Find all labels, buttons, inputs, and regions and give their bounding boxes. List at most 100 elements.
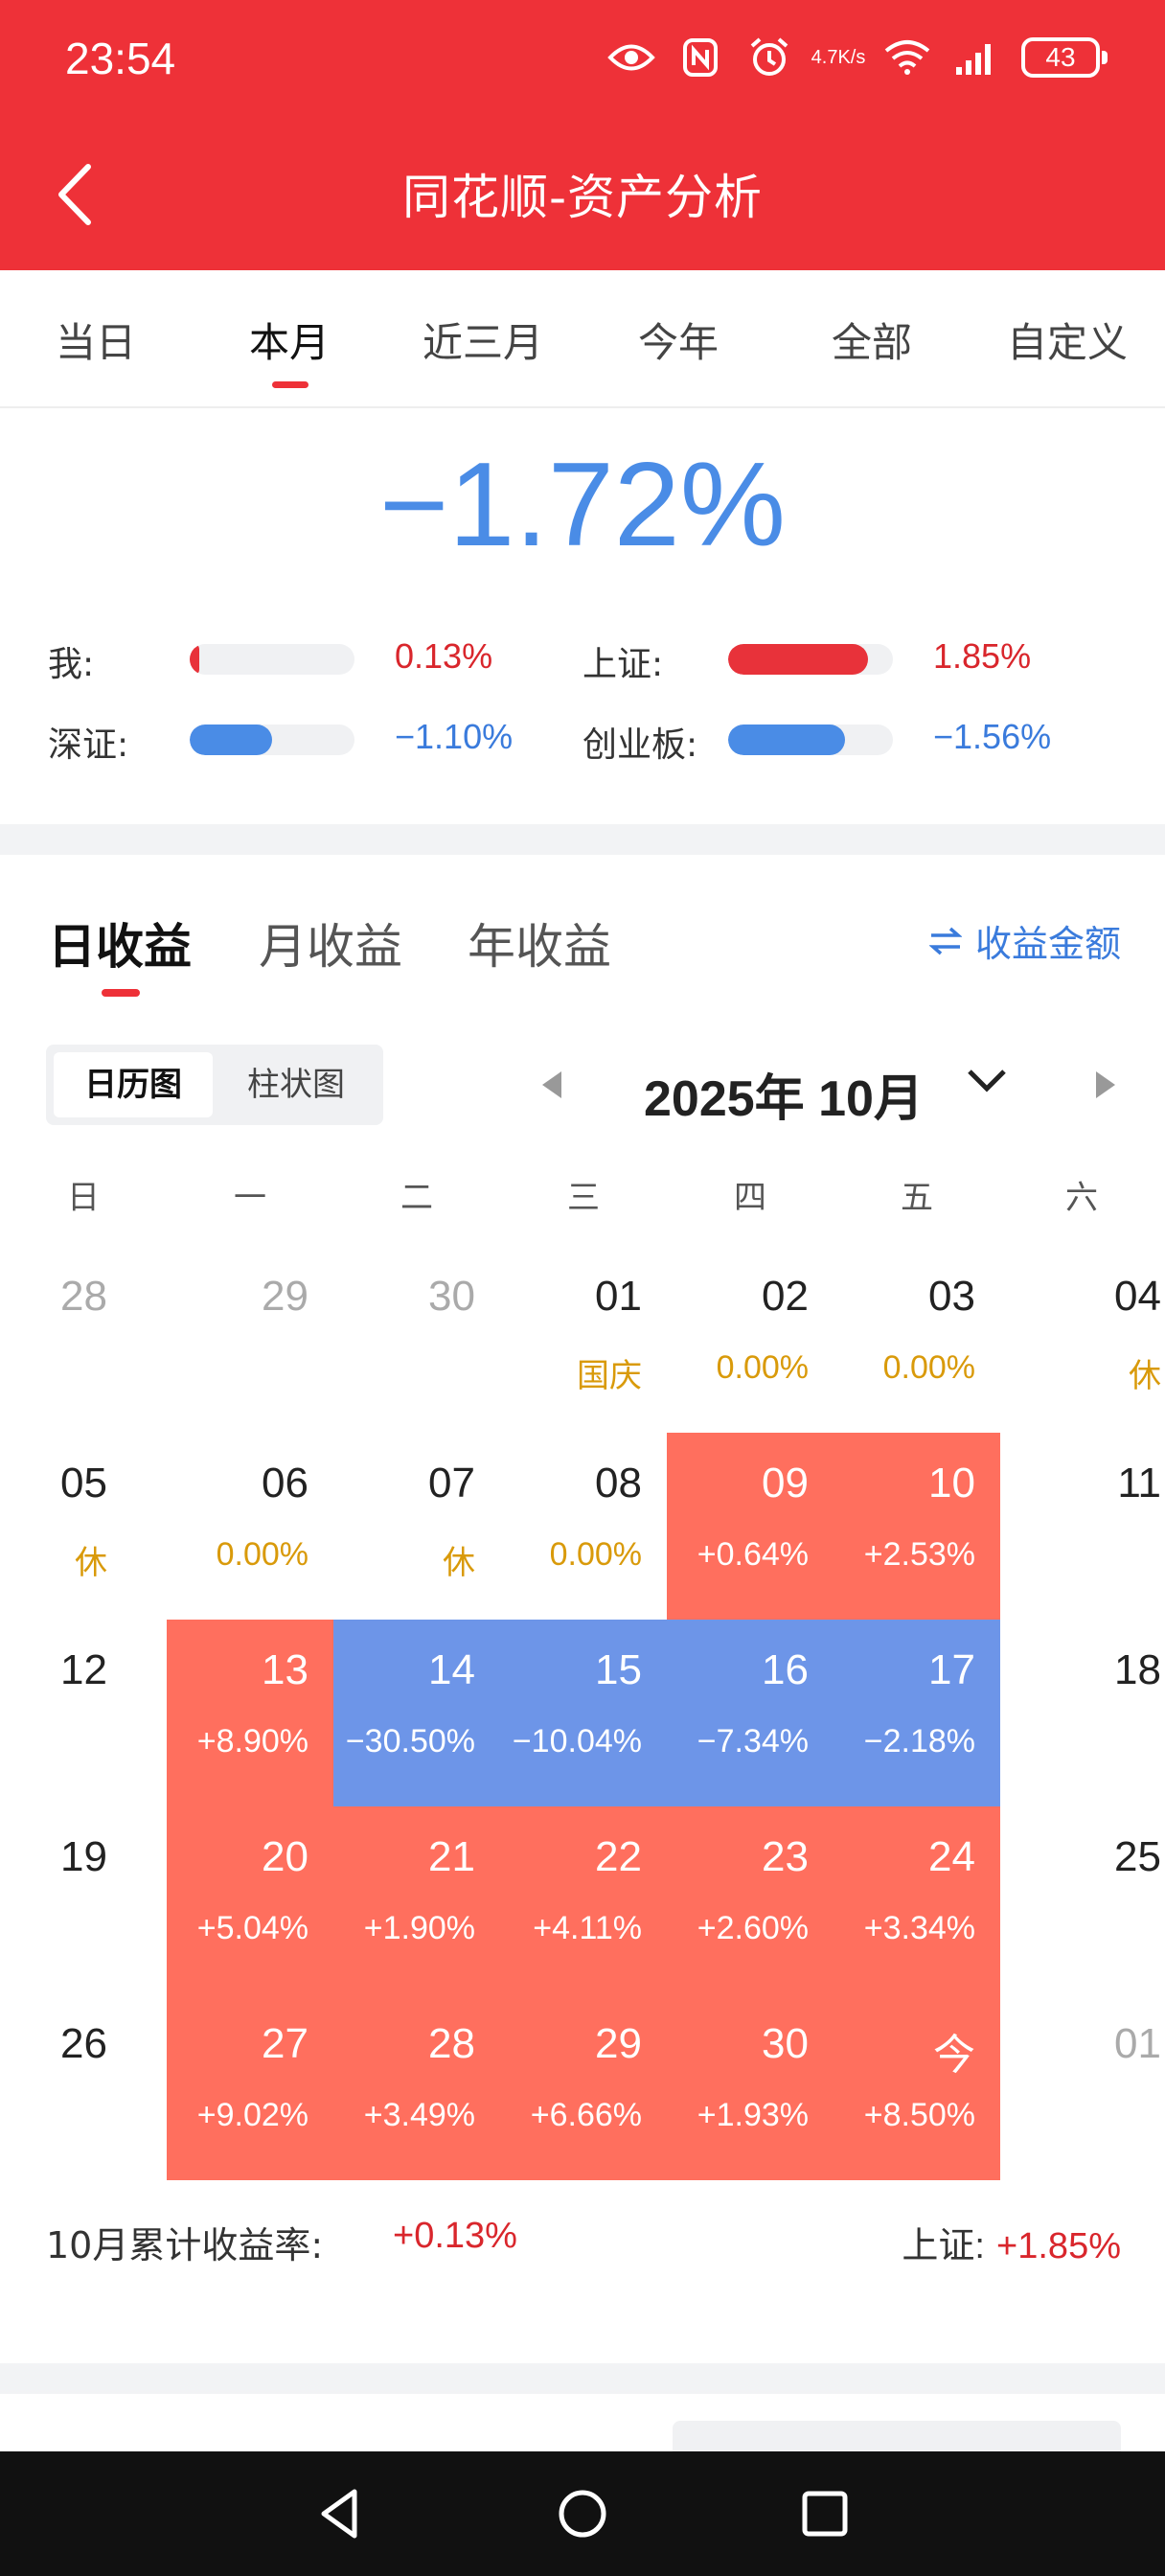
system-nav-bar bbox=[0, 2451, 1165, 2576]
compare-shanghai: 上证: 1.85% bbox=[582, 629, 1119, 684]
calendar-day[interactable]: 14 −30.50% bbox=[333, 1620, 500, 1806]
day-return: −2.18% bbox=[863, 1723, 975, 1760]
nav-home-icon[interactable] bbox=[549, 2480, 616, 2547]
day-number: 09 bbox=[762, 1460, 809, 1506]
calendar-day[interactable]: 04 休 bbox=[998, 1246, 1165, 1433]
day-return: +1.93% bbox=[697, 2097, 809, 2133]
calendar-day[interactable]: 11 bbox=[998, 1433, 1165, 1620]
calendar-day[interactable]: 18 bbox=[998, 1620, 1165, 1806]
tab-yearly-income[interactable]: 年收益 bbox=[468, 919, 611, 975]
cumulative-value: +0.13% bbox=[393, 2216, 517, 2256]
total-return: −1.72% bbox=[378, 439, 786, 571]
calendar-day[interactable]: 13 +8.90% bbox=[167, 1620, 333, 1806]
calendar-day[interactable]: 01 bbox=[998, 1993, 1165, 2180]
calendar-day[interactable]: 09 +0.64% bbox=[667, 1433, 834, 1620]
tab-label: 近三月 bbox=[422, 319, 543, 366]
calendar-day[interactable]: 03 0.00% bbox=[834, 1246, 1000, 1433]
day-return: +5.04% bbox=[196, 1910, 308, 1946]
day-return: 0.00% bbox=[549, 1536, 642, 1573]
day-number: 23 bbox=[762, 1833, 809, 1880]
tab-all[interactable]: 全部 bbox=[786, 310, 958, 369]
eye-icon bbox=[607, 34, 655, 81]
compare-label: 深证: bbox=[48, 725, 129, 765]
bar-view-button[interactable]: 柱状图 bbox=[247, 1066, 345, 1104]
calendar-view-button[interactable]: 日历图 bbox=[54, 1052, 213, 1117]
day-return: −10.04% bbox=[512, 1723, 642, 1760]
calendar-day[interactable]: 24 +3.34% bbox=[834, 1806, 1000, 1993]
day-return: +4.11% bbox=[533, 1910, 642, 1946]
weekday-header: 日 一 二 三 四 五 六 bbox=[0, 1171, 1165, 1219]
day-number: 25 bbox=[1114, 1833, 1161, 1880]
calendar-day[interactable]: 29 +6.66% bbox=[500, 1993, 667, 2180]
net-speed-unit: K/s bbox=[837, 47, 866, 68]
day-return: +8.50% bbox=[863, 2097, 975, 2133]
day-return: 休 bbox=[75, 1545, 107, 1581]
compare-chinext: 创业板: −1.56% bbox=[582, 709, 1119, 765]
tab-three-months[interactable]: 近三月 bbox=[397, 310, 569, 369]
swap-icon bbox=[928, 927, 962, 954]
calendar-day[interactable]: 30 +1.93% bbox=[667, 1993, 834, 2180]
day-return: 休 bbox=[443, 1545, 475, 1581]
next-month-icon[interactable] bbox=[1096, 1071, 1115, 1098]
calendar-day[interactable]: 21 +1.90% bbox=[333, 1806, 500, 1993]
calendar-day[interactable]: 06 0.00% bbox=[167, 1433, 333, 1620]
compare-bar-fill bbox=[190, 724, 272, 755]
calendar-day[interactable]: 23 +2.60% bbox=[667, 1806, 834, 1993]
page-title: 同花顺-资产分析 bbox=[401, 170, 764, 225]
chevron-down-icon[interactable] bbox=[966, 1064, 1008, 1098]
prev-month-icon[interactable] bbox=[542, 1071, 561, 1098]
index-value: +1.85% bbox=[996, 2226, 1121, 2266]
day-number: 08 bbox=[595, 1460, 642, 1506]
back-arrow-icon[interactable] bbox=[50, 161, 103, 228]
calendar-day[interactable]: 28 +3.49% bbox=[333, 1993, 500, 2180]
day-number: 14 bbox=[428, 1646, 475, 1693]
tab-this-month[interactable]: 本月 bbox=[203, 310, 376, 388]
compare-me: 我: 0.13% bbox=[48, 629, 546, 684]
calendar-day[interactable]: 26 bbox=[0, 1993, 167, 2180]
day-number: 26 bbox=[60, 2020, 107, 2067]
battery-icon: 43 bbox=[1021, 37, 1108, 78]
calendar-day[interactable]: 19 bbox=[0, 1806, 167, 1993]
calendar-day[interactable]: 02 0.00% bbox=[667, 1246, 834, 1433]
nav-recents-icon[interactable] bbox=[791, 2480, 858, 2547]
calendar-day[interactable]: 30 bbox=[333, 1246, 500, 1433]
day-number: 27 bbox=[262, 2020, 308, 2067]
calendar-day[interactable]: 08 0.00% bbox=[500, 1433, 667, 1620]
calendar-day[interactable]: 25 bbox=[998, 1806, 1165, 1993]
compare-label: 创业板: bbox=[582, 725, 698, 765]
calendar-day[interactable]: 15 −10.04% bbox=[500, 1620, 667, 1806]
tab-this-year[interactable]: 今年 bbox=[592, 310, 765, 369]
income-amount-link[interactable]: 收益金额 bbox=[928, 914, 1121, 967]
calendar-day[interactable]: 今 +8.50% bbox=[834, 1993, 1000, 2180]
weekday-label: 二 bbox=[400, 1179, 433, 1217]
tab-today[interactable]: 当日 bbox=[10, 310, 182, 369]
calendar-day[interactable]: 12 bbox=[0, 1620, 167, 1806]
tab-label: 今年 bbox=[637, 319, 719, 366]
income-tab-indicator bbox=[102, 989, 140, 997]
tab-daily-income[interactable]: 日收益 bbox=[48, 919, 192, 975]
calendar-day[interactable]: 01 国庆 bbox=[500, 1246, 667, 1433]
tab-monthly-income[interactable]: 月收益 bbox=[259, 919, 402, 975]
day-return: 0.00% bbox=[716, 1349, 809, 1386]
calendar-day[interactable]: 05 休 bbox=[0, 1433, 167, 1620]
month-label[interactable]: 2025年 10月 bbox=[644, 1071, 924, 1127]
day-number: 今 bbox=[933, 2032, 975, 2079]
calendar-day[interactable]: 07 休 bbox=[333, 1433, 500, 1620]
tab-custom[interactable]: 自定义 bbox=[981, 310, 1154, 369]
compare-value: −1.56% bbox=[933, 717, 1052, 756]
calendar-day[interactable]: 27 +9.02% bbox=[167, 1993, 333, 2180]
nav-back-icon[interactable] bbox=[307, 2480, 374, 2547]
calendar-day[interactable]: 28 bbox=[0, 1246, 167, 1433]
calendar-day[interactable]: 10 +2.53% bbox=[834, 1433, 1000, 1620]
calendar-day[interactable]: 20 +5.04% bbox=[167, 1806, 333, 1993]
compare-bar bbox=[190, 724, 354, 755]
status-time: 23:54 bbox=[65, 34, 176, 83]
calendar-day[interactable]: 29 bbox=[167, 1246, 333, 1433]
calendar-day[interactable]: 17 −2.18% bbox=[834, 1620, 1000, 1806]
top-header: 23:54 4.7 K/s bbox=[0, 0, 1165, 270]
calendar-day[interactable]: 22 +4.11% bbox=[500, 1806, 667, 1993]
weekday-label: 日 bbox=[67, 1179, 100, 1217]
calendar-day[interactable]: 16 −7.34% bbox=[667, 1620, 834, 1806]
nav-bar: 同花顺-资产分析 bbox=[0, 119, 1165, 270]
